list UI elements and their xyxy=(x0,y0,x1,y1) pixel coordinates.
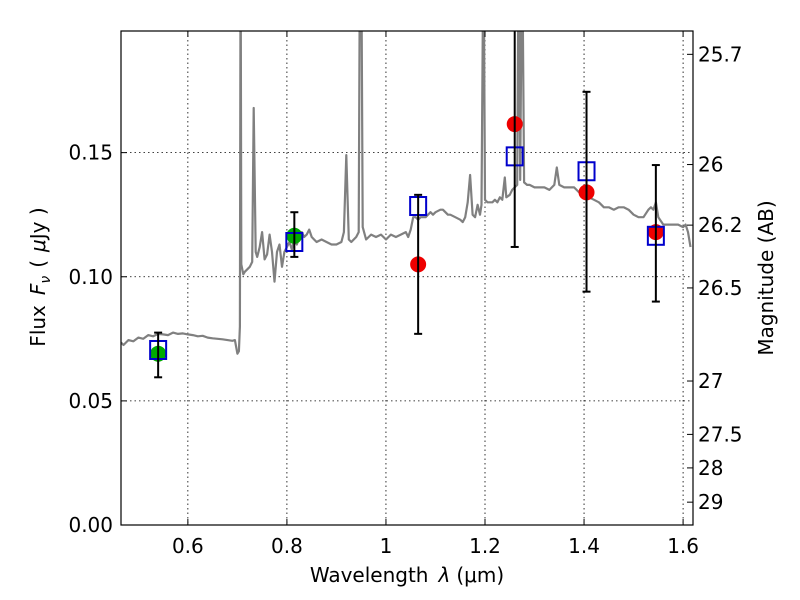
x-axis-title: Wavelength λ (μm) xyxy=(310,563,504,587)
y-axis-title: FluxFν(μJy ) xyxy=(26,207,54,346)
x-tick-label: 1.6 xyxy=(667,534,699,558)
y-tick-label: 0.15 xyxy=(68,141,113,165)
error-bars xyxy=(154,31,660,379)
right-tick-label: 27 xyxy=(698,369,723,393)
x-tick-label: 0.6 xyxy=(172,534,204,558)
plot-frame xyxy=(120,30,694,526)
right-axis-title: Magnitude (AB) xyxy=(754,200,778,355)
x-tick-label: 1.4 xyxy=(568,534,600,558)
y-tick-label: 0.10 xyxy=(68,265,113,289)
model-spectrum-line xyxy=(121,31,692,355)
y-tick-label: 0.00 xyxy=(68,513,113,537)
x-tick-label: 0.8 xyxy=(271,534,303,558)
y-tick-label: 0.05 xyxy=(68,389,113,413)
right-tick-label: 27.5 xyxy=(698,422,743,446)
x-tick-label: 1.2 xyxy=(469,534,501,558)
right-tick-label: 26.5 xyxy=(698,276,743,300)
axis-ticks: 0.6 0.8 1 1.2 1.4 1.6 0.00 0.05 0.10 0.15 25.7 26 26… xyxy=(68,31,743,558)
right-tick-label: 26.2 xyxy=(698,213,743,237)
right-tick-label: 25.7 xyxy=(698,42,743,66)
x-tick-label: 1 xyxy=(380,534,393,558)
right-tick-label: 29 xyxy=(698,490,723,514)
right-tick-label: 26 xyxy=(698,153,723,177)
right-tick-label: 28 xyxy=(698,456,723,480)
